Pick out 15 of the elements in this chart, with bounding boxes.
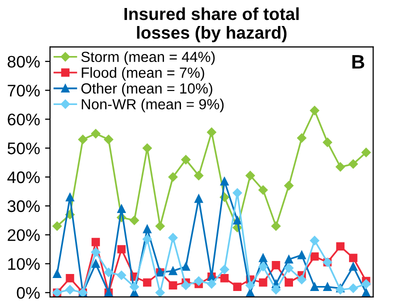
y-tick-label: 50% [8,142,40,154]
legend-label: Non-WR (mean = 9%) [82,98,224,112]
y-tick-label: 40% [7,171,40,184]
y-tick-label: 60% [8,114,40,126]
legend-label: Other (mean = 10%) [81,82,212,96]
y-tick-label: 20% [8,229,40,242]
y-tick-label: 70% [8,84,40,97]
y-tick-label: 30% [8,200,40,212]
annotation: B [352,55,364,69]
chart-title: Insured share of total losses (by hazard) [124,7,299,42]
legend-label: Flood (mean = 7%) [82,67,204,81]
y-tick-label: 0% [16,287,40,299]
y-tick-label: 10% [8,258,40,270]
y-tick-label: 80% [8,56,40,68]
legend-label: Storm (mean = 44%) [81,51,215,65]
